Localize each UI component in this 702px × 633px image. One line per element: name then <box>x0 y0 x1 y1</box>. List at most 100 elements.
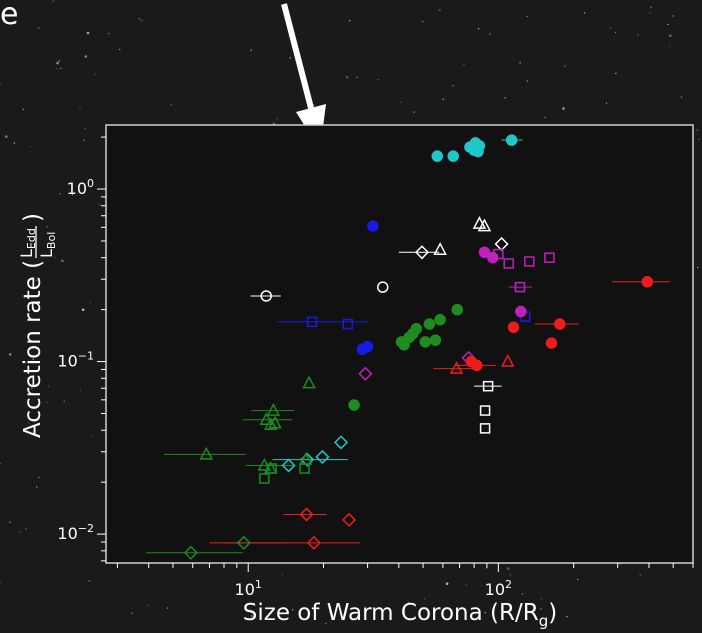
white-diamond-point <box>414 245 430 260</box>
magenta-diamond-point <box>358 366 373 381</box>
star <box>32 358 34 360</box>
svg-text:LBol: LBol <box>37 232 58 258</box>
green-triangle-point <box>259 412 273 425</box>
star <box>672 15 674 17</box>
star <box>292 609 294 611</box>
cyan-diamond-point <box>281 458 296 473</box>
star <box>566 616 568 618</box>
star <box>504 97 506 99</box>
star <box>463 63 465 66</box>
star <box>680 96 683 98</box>
star <box>86 31 90 35</box>
star <box>407 601 409 603</box>
magenta-square-point <box>544 252 555 263</box>
star <box>60 67 62 70</box>
green-circle-point <box>423 318 436 330</box>
star <box>9 521 11 523</box>
star <box>58 60 60 62</box>
star <box>349 20 351 22</box>
cyan-diamond-point <box>315 449 330 465</box>
star <box>119 48 121 51</box>
green-triangle-point <box>302 375 316 389</box>
star <box>276 118 278 120</box>
star <box>445 582 449 585</box>
star <box>377 79 379 81</box>
star <box>519 62 521 64</box>
green-square-point <box>299 463 310 474</box>
star <box>583 12 586 14</box>
star <box>422 20 424 23</box>
star <box>147 604 149 607</box>
star <box>63 400 65 403</box>
star <box>484 611 486 614</box>
white-circle-point <box>377 281 389 293</box>
star <box>59 193 61 195</box>
star <box>141 19 143 22</box>
star <box>8 353 12 356</box>
star <box>489 33 491 35</box>
red-diamond-point <box>342 512 357 527</box>
svg-text:Accretion rate (: Accretion rate ( <box>20 260 46 438</box>
star <box>131 612 133 614</box>
star <box>53 256 56 259</box>
star <box>540 598 543 600</box>
star <box>52 0 55 2</box>
cyan-circle-point <box>472 145 484 158</box>
star <box>37 27 40 29</box>
star <box>0 82 2 85</box>
magenta-square-point <box>524 256 535 267</box>
star <box>36 486 38 488</box>
white-circle-point <box>260 290 272 302</box>
star <box>507 567 510 570</box>
green-square-point <box>266 463 277 474</box>
star <box>22 108 24 111</box>
star <box>544 116 546 119</box>
star <box>71 194 74 196</box>
red-triangle-point <box>449 361 464 374</box>
blue-square-point <box>342 318 354 330</box>
green-circle-point <box>395 336 408 348</box>
star <box>669 34 672 37</box>
green-triangle-point <box>263 417 278 431</box>
star <box>526 80 528 82</box>
red-circle-point <box>641 276 654 288</box>
error-bars <box>145 139 670 554</box>
star <box>108 32 110 35</box>
green-circle-point <box>434 313 446 326</box>
star <box>55 67 57 70</box>
star <box>46 401 48 403</box>
star <box>639 574 641 576</box>
green-triangle-point <box>268 415 282 429</box>
star <box>696 129 698 131</box>
star <box>649 12 651 14</box>
star <box>19 531 21 533</box>
red-circle-point <box>554 318 566 330</box>
magenta-square-point <box>503 258 514 269</box>
green-square-point <box>259 473 270 484</box>
y-tick-label: 10−1 <box>57 350 94 371</box>
star <box>477 28 480 30</box>
star <box>442 98 444 101</box>
cyan-circle-point <box>431 150 444 162</box>
y-axis: 10−2 10−1 100 <box>57 136 106 562</box>
y-axis-label: Accretion rate ( LEdd LBol ) <box>17 213 58 438</box>
partial-title-text: e <box>0 0 18 32</box>
x-axis: 101 102 <box>116 563 694 599</box>
y-tick-label: 10−2 <box>57 522 94 543</box>
star <box>562 107 565 110</box>
star <box>281 574 284 576</box>
star <box>84 55 88 58</box>
magenta-circle-point <box>478 246 491 259</box>
star <box>614 31 617 34</box>
star <box>650 6 652 8</box>
cyan-circle-point <box>505 134 518 146</box>
green-circle-point <box>429 334 442 346</box>
red-circle-point <box>507 321 520 334</box>
star <box>88 580 91 582</box>
x-tick-label: 101 <box>235 578 262 599</box>
star <box>0 462 1 465</box>
star <box>250 49 252 51</box>
star <box>166 607 169 609</box>
star <box>697 266 699 269</box>
star <box>637 34 639 36</box>
